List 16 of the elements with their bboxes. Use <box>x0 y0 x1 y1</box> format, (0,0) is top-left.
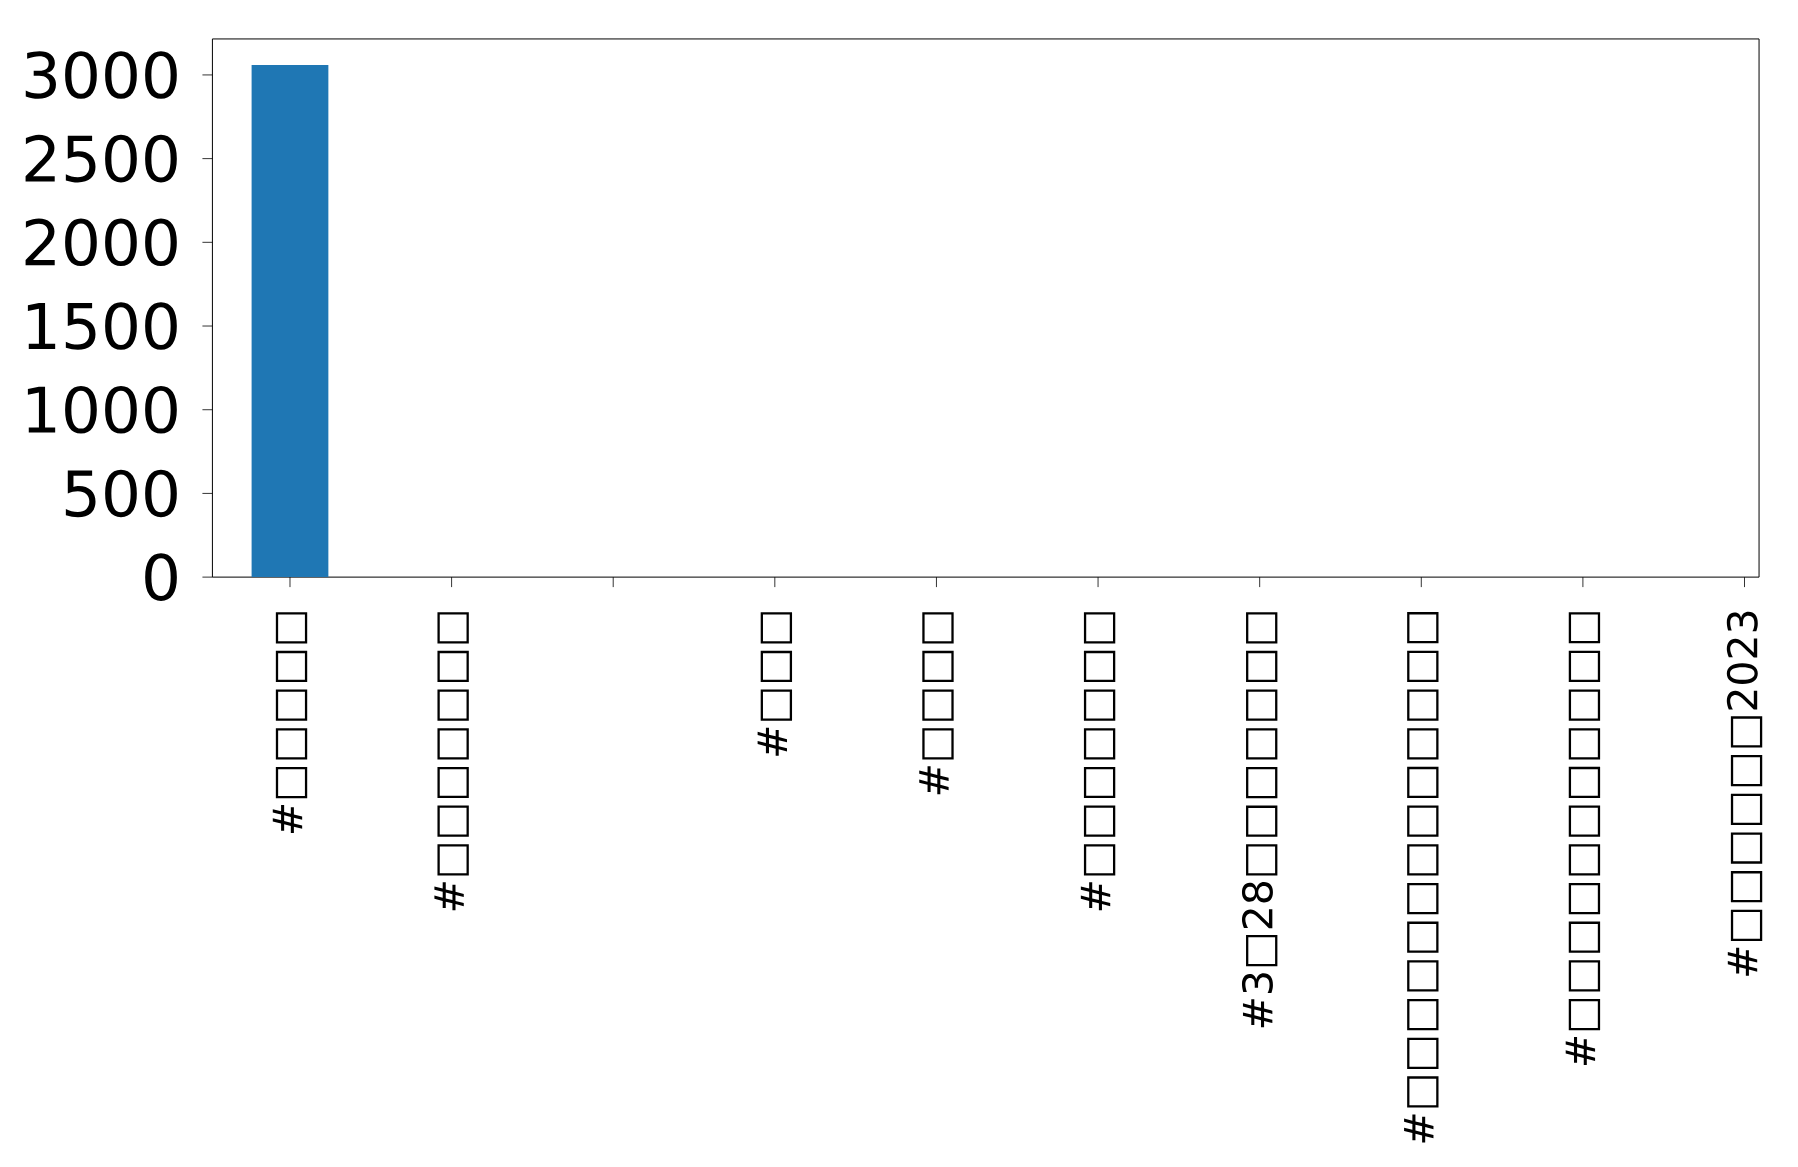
x-tick-label: #□□□ <box>757 612 793 756</box>
y-tick-label: 3000 <box>25 51 177 99</box>
x-tick-label: #□□□□□□□□□□□□□ <box>1404 612 1439 1143</box>
x-tick-label: #□□□□□□2023 <box>1726 611 1763 977</box>
y-tick-label: 1000 <box>27 386 177 434</box>
y-tick-label: 2000 <box>25 218 177 267</box>
x-tick-label: #□□□□□□□ <box>1080 612 1116 911</box>
x-tick-label: #□□□□ <box>919 612 954 795</box>
y-tick-label: 500 <box>65 469 177 518</box>
x-tick-label: #3□28□□□□□□□ <box>1241 612 1278 1028</box>
y-tick-label: 0 <box>145 553 177 602</box>
x-tick-label: #□□□□□ <box>272 612 308 834</box>
y-tick-label: 1500 <box>27 302 177 351</box>
x-tick-label: #□□□□□□□□□□□ <box>1565 612 1601 1066</box>
y-tick-label: 2500 <box>25 135 177 183</box>
x-tick-label: #□□□□□□□ <box>434 612 469 911</box>
